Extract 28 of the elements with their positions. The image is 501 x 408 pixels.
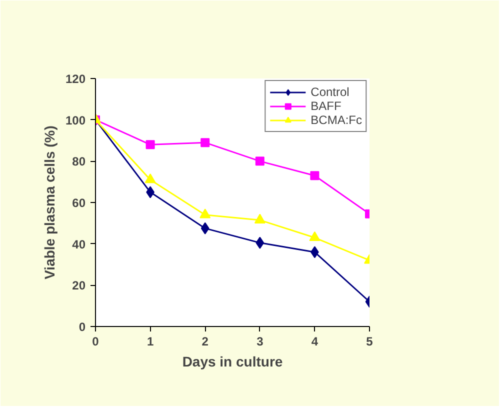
x-axis-title: Days in culture xyxy=(182,354,283,370)
legend-label: BAFF xyxy=(310,99,342,113)
x-tick-label: 3 xyxy=(256,334,264,348)
x-tick-label: 4 xyxy=(311,334,318,348)
legend-label: Control xyxy=(310,85,350,99)
point xyxy=(146,140,155,150)
y-tick-label: 100 xyxy=(65,113,86,128)
y-tick-label: 20 xyxy=(72,278,86,293)
y-tick-label: 0 xyxy=(78,320,86,334)
point xyxy=(200,222,210,234)
point xyxy=(200,208,211,218)
x-tick-label: 1 xyxy=(146,334,154,348)
point xyxy=(254,214,266,224)
legend-label: BCMA:Fc xyxy=(310,113,362,127)
point xyxy=(200,138,210,148)
x-tick-label: 5 xyxy=(366,334,374,348)
x-tick-label: 0 xyxy=(92,334,100,348)
y-axis-title: Viable plasma cells (%) xyxy=(41,126,58,280)
point xyxy=(309,231,320,242)
point xyxy=(144,173,156,184)
point xyxy=(256,236,264,249)
x-tick-label: 2 xyxy=(202,334,209,348)
y-tick-label: 120 xyxy=(65,72,86,86)
y-tick-label: 60 xyxy=(72,196,86,210)
y-tick-label: 40 xyxy=(72,237,86,252)
point xyxy=(255,156,264,166)
point xyxy=(310,171,320,180)
y-tick-label: 80 xyxy=(72,154,86,169)
